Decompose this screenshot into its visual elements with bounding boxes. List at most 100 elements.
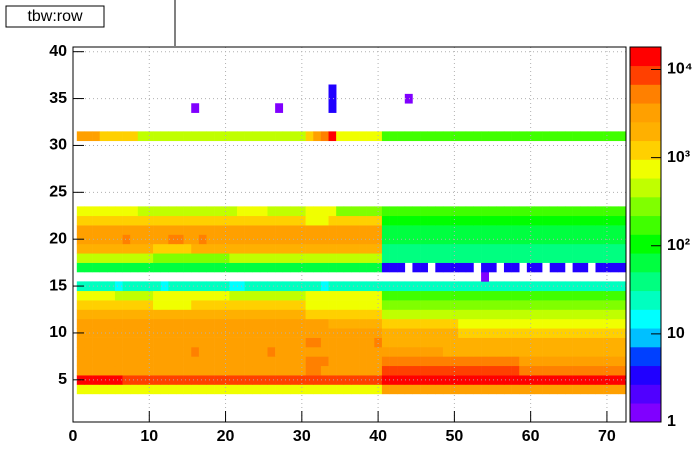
cell (465, 243, 474, 254)
cell (351, 103, 359, 113)
cell (198, 318, 207, 329)
cell (305, 225, 314, 235)
cell (511, 262, 520, 273)
cell (549, 206, 558, 217)
cell (366, 384, 375, 395)
cell (298, 215, 306, 226)
cell (534, 300, 543, 310)
cell (404, 375, 413, 385)
cell (351, 328, 360, 338)
cell (420, 318, 428, 329)
cell (390, 272, 398, 282)
cell (175, 375, 184, 385)
cell (610, 131, 619, 142)
cell (191, 309, 200, 320)
cell (351, 94, 359, 104)
cell (252, 337, 261, 348)
cell (496, 206, 505, 217)
cell (160, 215, 169, 226)
cell (488, 290, 497, 301)
cell (481, 347, 490, 357)
cell (229, 206, 238, 217)
cell (198, 328, 207, 338)
cell (298, 365, 306, 376)
cell (122, 375, 131, 385)
cell (160, 384, 169, 395)
cell (206, 309, 215, 320)
cell (282, 300, 291, 310)
cell (137, 225, 146, 235)
cell (610, 262, 619, 273)
cell (542, 85, 550, 95)
cell (168, 309, 177, 320)
cell (442, 347, 451, 357)
cell (252, 309, 261, 320)
cell (130, 243, 139, 254)
cell (343, 225, 352, 235)
cell (130, 262, 139, 273)
cell (359, 225, 367, 235)
cell (130, 94, 138, 104)
cell (267, 309, 276, 320)
cell (580, 85, 588, 95)
cell (275, 85, 283, 95)
cell (572, 375, 581, 385)
cell (137, 206, 146, 217)
cell (298, 253, 306, 263)
cell (229, 131, 238, 142)
cell (519, 131, 528, 142)
cell (183, 318, 192, 329)
cell (527, 85, 535, 95)
cell (222, 272, 230, 282)
cell (320, 337, 329, 348)
cell (214, 328, 223, 338)
cell (99, 281, 108, 292)
cell (488, 253, 497, 263)
x-tick-label: 30 (293, 428, 311, 445)
cell (100, 103, 108, 113)
cell (389, 225, 398, 235)
cell (404, 206, 413, 217)
cell (290, 272, 298, 282)
cell (587, 131, 596, 142)
cell (175, 281, 184, 292)
cell (420, 300, 428, 310)
cell (420, 290, 428, 301)
cell (229, 243, 238, 254)
cell (84, 347, 93, 357)
cell (259, 253, 268, 263)
cell (328, 375, 337, 385)
cell (130, 131, 139, 142)
cell (351, 384, 360, 395)
x-tick-label: 50 (445, 428, 463, 445)
cell (99, 290, 108, 301)
plot-frame (72, 46, 627, 423)
cell (168, 243, 177, 254)
cell (221, 356, 230, 367)
cell (473, 206, 482, 217)
cell (404, 225, 413, 235)
cell (175, 300, 184, 310)
cell (221, 215, 230, 226)
cell (267, 131, 276, 142)
cell (313, 318, 322, 329)
cell (496, 85, 504, 95)
cell (351, 300, 360, 310)
cell (412, 262, 421, 273)
cell (130, 347, 139, 357)
cell (259, 318, 268, 329)
cell (618, 337, 627, 348)
cell (275, 375, 284, 385)
cell (290, 253, 299, 263)
cell (374, 272, 382, 282)
cell (412, 356, 421, 367)
cell (99, 206, 108, 217)
cell (298, 309, 306, 320)
cell (496, 384, 505, 395)
cell (76, 356, 85, 367)
cell (214, 384, 223, 395)
cell (229, 384, 238, 395)
cell (229, 85, 237, 95)
cell (534, 131, 543, 142)
cell (465, 337, 474, 348)
